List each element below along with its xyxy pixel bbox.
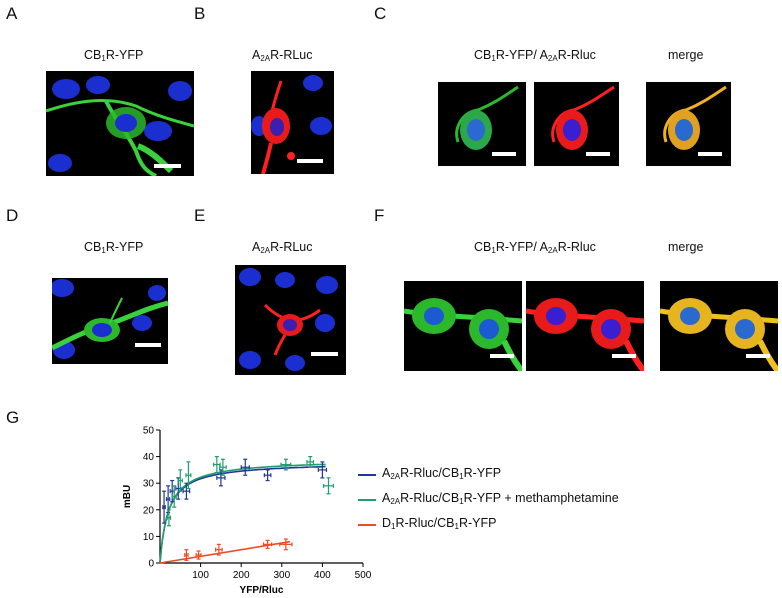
- legend-swatch-red: [358, 524, 376, 526]
- x-tick-label: 400: [314, 570, 331, 581]
- panel-e-scalebar: [311, 352, 338, 356]
- x-tick-label: 200: [233, 570, 250, 581]
- data-point-series-2: [279, 538, 293, 551]
- panel-f-merge-micrograph: [660, 281, 778, 371]
- panel-f-label: CB1R-YFP/ A2AR-Rluc: [474, 240, 596, 255]
- data-point-series-1: [219, 458, 227, 476]
- panel-c-merge-label: merge: [668, 48, 704, 62]
- panel-letter-c: C: [374, 4, 387, 23]
- panel-c-yfp-scalebar: [492, 152, 516, 156]
- panel-a-label: CB1R-YFP: [84, 48, 144, 63]
- y-tick-label: 20: [143, 505, 155, 516]
- panel-c-rluc-micrograph: [534, 82, 619, 166]
- panel-b-label: A2AR-RLuc: [252, 48, 313, 63]
- panel-d-micrograph: [52, 278, 168, 364]
- panel-c-merge-scalebar: [698, 152, 722, 156]
- fit-curve-series-2: [159, 540, 291, 564]
- panel-letter-f: F: [374, 206, 385, 225]
- fit-curve-series-1: [159, 463, 326, 564]
- bret-saturation-chart: 0 10 20 30 40 50 100 200 300 400 500 YFP/Rluc mBU: [122, 426, 372, 597]
- fit-curve-series-0: [159, 465, 326, 564]
- data-point-series-2: [195, 550, 202, 560]
- panel-e-micrograph: [235, 265, 346, 375]
- panel-c-yfp-micrograph: [438, 82, 526, 166]
- panel-f-yfp-micrograph: [404, 281, 522, 371]
- legend-item-a2ar-cb1r: A2AR-Rluc/CB1R-YFP: [358, 466, 501, 481]
- data-point-series-1: [306, 455, 315, 468]
- panel-f-merge-label: merge: [668, 240, 704, 254]
- y-tick-label: 50: [143, 426, 155, 437]
- y-tick-label: 30: [143, 479, 155, 490]
- panel-c-label: CB1R-YFP/ A2AR-Rluc: [474, 48, 596, 63]
- panel-f-merge-scalebar: [746, 354, 770, 358]
- data-point-series-1: [171, 485, 177, 508]
- data-point-series-1: [212, 455, 221, 474]
- panel-d-label: CB1R-YFP: [84, 240, 144, 255]
- legend-item-d1r-cb1r: D1R-Rluc/CB1R-YFP: [358, 516, 496, 531]
- panel-d-scalebar: [135, 343, 161, 347]
- panel-f-yfp-scalebar: [490, 354, 514, 358]
- data-point-series-0: [263, 469, 272, 482]
- panel-c-merge-micrograph: [646, 82, 731, 166]
- chart-fit-curves: [159, 463, 326, 564]
- data-point-series-2: [262, 539, 273, 549]
- data-point-series-1: [166, 509, 172, 527]
- data-point-series-1: [185, 461, 192, 490]
- data-point-series-1: [177, 469, 183, 492]
- y-axis-label: mBU: [122, 485, 133, 508]
- panel-letter-g: G: [6, 408, 20, 427]
- data-point-series-0: [216, 469, 226, 487]
- data-point-series-0: [165, 485, 171, 514]
- panel-letter-d: D: [6, 206, 19, 225]
- x-tick-label: 100: [192, 570, 209, 581]
- panel-e-label: A2AR-RLuc: [252, 240, 313, 255]
- y-tick-label: 0: [148, 559, 154, 570]
- data-point-series-0: [182, 482, 191, 500]
- legend-swatch-blue: [358, 474, 376, 476]
- panel-c-rluc-scalebar: [586, 152, 610, 156]
- panel-letter-a: A: [6, 4, 18, 23]
- data-point-series-0: [317, 461, 328, 479]
- legend-item-a2ar-cb1r-meth: A2AR-Rluc/CB1R-YFP + methamphetamine: [358, 491, 619, 506]
- data-point-series-2: [215, 543, 223, 556]
- panel-f-rluc-scalebar: [612, 354, 636, 358]
- data-point-series-0: [162, 490, 167, 524]
- x-tick-label: 500: [355, 570, 372, 581]
- panel-f-rluc-micrograph: [526, 281, 644, 371]
- data-point-series-1: [323, 477, 334, 495]
- data-point-series-2: [184, 549, 189, 561]
- y-tick-label: 40: [143, 452, 155, 463]
- panel-letter-e: E: [194, 206, 206, 225]
- y-tick-label: 10: [143, 532, 155, 543]
- legend-swatch-green: [358, 499, 376, 501]
- data-point-series-1: [280, 458, 292, 471]
- panel-letter-b: B: [194, 4, 206, 23]
- panel-a-scalebar: [154, 164, 181, 168]
- x-axis-label: YFP/Rluc: [240, 585, 284, 596]
- panel-a-micrograph: [46, 71, 194, 176]
- panel-b-micrograph: [251, 71, 334, 174]
- chart-data-points: [162, 455, 334, 561]
- data-point-series-0: [240, 458, 250, 476]
- chart-axes: 0 10 20 30 40 50 100 200 300 400 500 YFP/Rluc mBU: [122, 426, 372, 597]
- panel-b-scalebar: [297, 159, 323, 163]
- x-tick-label: 300: [273, 570, 290, 581]
